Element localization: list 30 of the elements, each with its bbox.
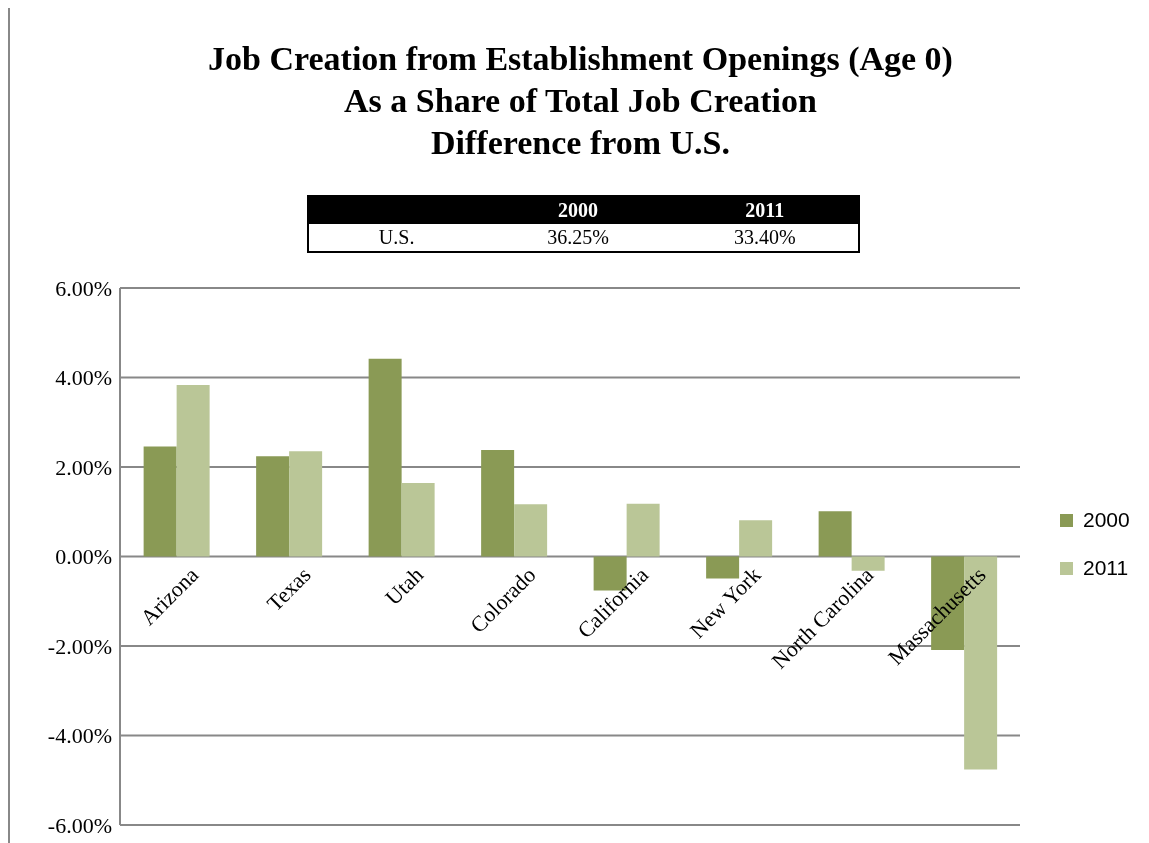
y-tick-label: -6.00% <box>47 812 112 838</box>
text: U.S. <box>377 225 416 250</box>
y-tick-label: 2.00% <box>55 454 112 480</box>
bar <box>289 451 323 557</box>
x-tick-label: Utah <box>380 562 429 611</box>
chart-subtitle: Difference from U.S. <box>430 123 731 163</box>
bar <box>368 358 402 557</box>
text: 2011 <box>744 198 786 223</box>
bar <box>256 456 290 557</box>
y-tick-label: 4.00% <box>55 365 112 391</box>
x-tick-label: New York <box>684 562 766 643</box>
y-tick-label: 0.00% <box>55 544 112 570</box>
y-tick-label: -4.00% <box>47 723 112 749</box>
y-tick-label: 6.00% <box>55 275 112 301</box>
bar <box>739 520 773 557</box>
chart-title: Job Creation from Establishment Openings (Age 0) As a Share of Total Job Creation <box>207 39 954 121</box>
legend-label: 2000 <box>1083 508 1130 532</box>
bar <box>401 483 435 557</box>
bar <box>176 385 210 557</box>
bar <box>481 450 515 557</box>
text: 33.40% <box>733 225 797 250</box>
text: 36.25% <box>546 225 610 250</box>
bar <box>143 446 177 557</box>
text: 2000 <box>556 198 599 223</box>
y-tick-label: -2.00% <box>47 633 112 659</box>
legend-label: 2011 <box>1083 556 1129 580</box>
bar <box>514 504 548 557</box>
bar <box>851 556 885 571</box>
bar <box>626 503 660 557</box>
bar <box>818 511 852 557</box>
